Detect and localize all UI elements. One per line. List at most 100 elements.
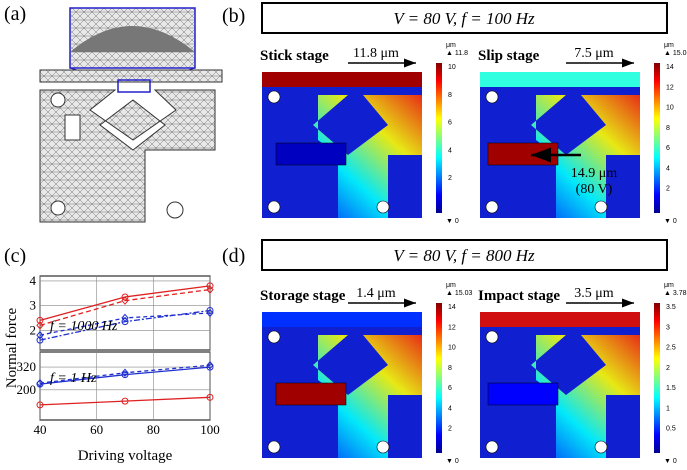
colorbar-max: ▲ 15.05 bbox=[664, 50, 687, 57]
header-text: V = 80 V, f = 100 Hz bbox=[393, 9, 535, 28]
arrow-label: 7.5 μm bbox=[574, 46, 614, 61]
chart-annotation: f = 1000 Hz bbox=[50, 319, 118, 334]
series-line bbox=[39, 366, 211, 385]
hole bbox=[267, 90, 281, 104]
series-line bbox=[39, 396, 211, 406]
colorbar-tick: 8 bbox=[666, 125, 670, 132]
hole bbox=[376, 440, 390, 454]
marker bbox=[36, 336, 44, 344]
hole bbox=[485, 330, 499, 344]
marker bbox=[206, 285, 214, 294]
chart-annotation: f = 1 Hz bbox=[50, 371, 97, 386]
marker bbox=[121, 397, 129, 405]
colorbar-tick: 14 bbox=[448, 304, 456, 311]
contour-map: Storage stage 1.4 μm μm▲ 15.03 ▼ 0 14 12 10 8 6 4… bbox=[260, 282, 472, 465]
colorbar-min: ▼ 0 bbox=[664, 458, 677, 465]
arm bbox=[288, 335, 422, 458]
panel-label: (d) bbox=[222, 245, 245, 267]
contour-map: Stick stage 11.8 μm μm▲ 11.8 ▼ 0 10 8 6 4 2 bbox=[260, 42, 468, 225]
x-axis-title: Driving voltage bbox=[78, 448, 173, 464]
marker bbox=[121, 368, 129, 378]
arm bbox=[506, 95, 640, 218]
arm bbox=[288, 95, 422, 218]
colorbar-tick: 8 bbox=[448, 92, 452, 99]
colorbar-tick: 6 bbox=[666, 145, 670, 152]
colorbar bbox=[436, 303, 442, 453]
colorbar-unit: μm bbox=[446, 42, 456, 49]
slider bbox=[275, 142, 347, 166]
annotation: (80 V) bbox=[576, 182, 613, 197]
marker bbox=[36, 321, 44, 330]
colorbar-tick: 2 bbox=[448, 426, 452, 433]
series-line bbox=[39, 288, 211, 326]
stage-title: Impact stage bbox=[478, 288, 560, 304]
marker bbox=[121, 313, 129, 323]
hole bbox=[267, 440, 281, 454]
marker bbox=[36, 330, 44, 340]
colorbar-tick: 2 bbox=[666, 186, 670, 193]
hole bbox=[485, 90, 499, 104]
colorbar-min: ▼ 0 bbox=[446, 458, 459, 465]
x-tick-label: 60 bbox=[90, 422, 103, 437]
arrow-label: 11.8 μm bbox=[353, 46, 399, 61]
panel-label: (a) bbox=[4, 3, 26, 25]
hole bbox=[594, 200, 608, 214]
y-tick-label: 2 bbox=[30, 322, 37, 337]
colorbar-unit: μm bbox=[664, 42, 674, 49]
colorbar-min: ▼ 0 bbox=[446, 218, 459, 225]
hole bbox=[376, 200, 390, 214]
header-box bbox=[261, 239, 668, 271]
stage-title: Stick stage bbox=[260, 48, 329, 64]
arrow-label: 1.4 μm bbox=[356, 286, 396, 301]
marker bbox=[36, 378, 44, 388]
colorbar-tick: 10 bbox=[448, 345, 456, 352]
colorbar-unit: μm bbox=[446, 282, 456, 289]
panel-label: (b) bbox=[222, 5, 245, 27]
colorbar-tick: 12 bbox=[666, 84, 674, 91]
series-line bbox=[39, 364, 211, 384]
colorbar-tick: 4 bbox=[666, 165, 670, 172]
colorbar-max: ▲ 15.03 bbox=[446, 290, 472, 297]
slider bbox=[275, 382, 347, 406]
colorbar-tick: 4 bbox=[448, 405, 452, 412]
series-line bbox=[39, 312, 211, 336]
y-tick-label: 3 bbox=[30, 298, 37, 313]
marker bbox=[121, 371, 129, 379]
marker bbox=[121, 318, 129, 326]
x-tick-label: 40 bbox=[34, 422, 47, 437]
contour-map: Impact stage 3.5 μm μm▲ 3.783 ▼ 0 3.5 3 2.5 2 1.… bbox=[478, 282, 687, 465]
marker bbox=[206, 282, 214, 290]
stage-title: Storage stage bbox=[260, 288, 346, 304]
colorbar-tick: 1.5 bbox=[666, 385, 676, 392]
x-tick-label: 100 bbox=[200, 422, 220, 437]
y-tick-label: 320 bbox=[17, 359, 37, 374]
colorbar-tick: 6 bbox=[448, 120, 452, 127]
x-tick-label: 80 bbox=[147, 422, 160, 437]
hole bbox=[267, 330, 281, 344]
marker bbox=[206, 308, 214, 318]
marker bbox=[206, 363, 214, 371]
marker bbox=[36, 401, 44, 409]
hole bbox=[485, 440, 499, 454]
top-bar bbox=[480, 72, 640, 87]
top-bar bbox=[262, 312, 422, 327]
contour-map: Slip stage 7.5 μm μm▲ 15.05 ▼ 0 14 12 10 8 6 4 2 14… bbox=[478, 42, 687, 225]
colorbar-max: ▲ 3.783 bbox=[664, 290, 687, 297]
hole bbox=[485, 200, 499, 214]
y-tick-label: 200 bbox=[17, 382, 37, 397]
marker bbox=[206, 360, 214, 370]
arrow-label: 3.5 μm bbox=[574, 286, 614, 301]
colorbar-tick: 2.5 bbox=[666, 345, 676, 352]
hole bbox=[267, 200, 281, 214]
marker bbox=[36, 316, 44, 324]
colorbar-tick: 8 bbox=[448, 365, 452, 372]
top-bar bbox=[480, 312, 640, 327]
colorbar bbox=[654, 303, 660, 453]
marker bbox=[121, 296, 129, 305]
header-text: V = 80 V, f = 800 Hz bbox=[393, 246, 535, 265]
colorbar-max: ▲ 11.8 bbox=[446, 50, 468, 57]
hole bbox=[594, 440, 608, 454]
colorbar-tick: 3 bbox=[666, 324, 670, 331]
panel-label: (c) bbox=[4, 245, 26, 267]
